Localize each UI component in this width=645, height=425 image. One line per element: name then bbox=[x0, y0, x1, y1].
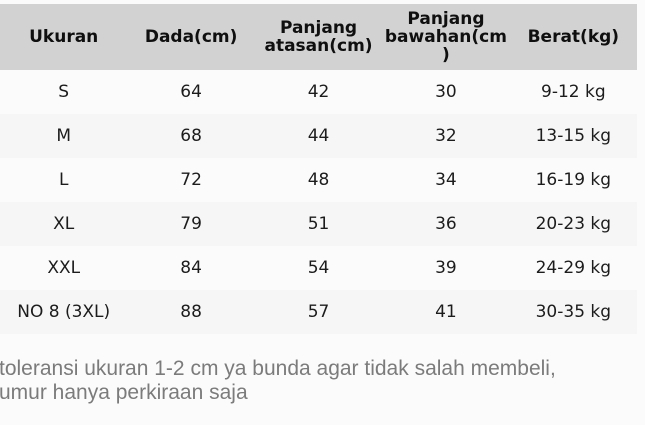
table-cell: 88 bbox=[180, 302, 202, 322]
column-header-panjang-bawahan: Panjang bawahan(cm ) bbox=[384, 9, 507, 65]
table-cell: 44 bbox=[307, 126, 330, 146]
table-cell: 24-29 kg bbox=[535, 258, 612, 278]
table-cell: S bbox=[58, 82, 70, 102]
table-cell: 84 bbox=[180, 258, 202, 278]
table-cell: NO 8 (3XL) bbox=[17, 302, 111, 322]
table-cell: 9-12 kg bbox=[541, 82, 606, 102]
table-cell: 54 bbox=[307, 258, 330, 278]
table-row-s: S 64 42 30 9-12 kg bbox=[0, 70, 637, 114]
table-cell: 30-35 kg bbox=[535, 302, 612, 322]
table-cell: 13-15 kg bbox=[535, 126, 612, 146]
table-row-no8-3xl: NO 8 (3XL) 88 57 41 30-35 kg bbox=[0, 290, 637, 334]
table-cell: 32 bbox=[435, 126, 457, 146]
table-cell: 39 bbox=[435, 258, 457, 278]
table-row-xl: XL 79 51 36 20-23 kg bbox=[0, 202, 637, 246]
table-row-l: L 72 48 34 16-19 kg bbox=[0, 158, 637, 202]
table-row-m: M 68 44 32 13-15 kg bbox=[0, 114, 637, 158]
table-cell: 16-19 kg bbox=[535, 170, 612, 190]
table-cell: XXL bbox=[47, 258, 81, 278]
note-text: toleransi ukuran 1-2 cm ya bunda agar ti… bbox=[0, 357, 556, 404]
column-header-dada: Dada(cm) bbox=[144, 27, 238, 47]
table-cell: 48 bbox=[307, 170, 330, 190]
size-table: Ukuran Dada(cm) Panjang atasan(cm) Panja… bbox=[0, 4, 637, 334]
table-cell: 64 bbox=[180, 82, 202, 102]
table-cell: 68 bbox=[180, 126, 202, 146]
table-cell: XL bbox=[53, 214, 75, 234]
table-cell: 79 bbox=[180, 214, 202, 234]
table-cell: M bbox=[56, 126, 72, 146]
table-cell: 42 bbox=[307, 82, 330, 102]
table-cell: 20-23 kg bbox=[535, 214, 612, 234]
table-cell: 36 bbox=[435, 214, 457, 234]
table-row-xxl: XXL 84 54 39 24-29 kg bbox=[0, 246, 637, 290]
table-cell: 30 bbox=[435, 82, 457, 102]
table-cell: 72 bbox=[180, 170, 202, 190]
column-header-panjang-atasan: Panjang atasan(cm) bbox=[264, 18, 373, 56]
table-cell: 34 bbox=[435, 170, 457, 190]
table-cell: L bbox=[58, 170, 69, 190]
column-header-ukuran: Ukuran bbox=[29, 27, 99, 47]
table-cell: 51 bbox=[307, 214, 330, 234]
table-cell: 57 bbox=[307, 302, 330, 322]
column-header-berat: Berat(kg) bbox=[527, 27, 620, 47]
table-header-row: Ukuran Dada(cm) Panjang atasan(cm) Panja… bbox=[0, 4, 637, 70]
table-cell: 41 bbox=[435, 302, 457, 322]
